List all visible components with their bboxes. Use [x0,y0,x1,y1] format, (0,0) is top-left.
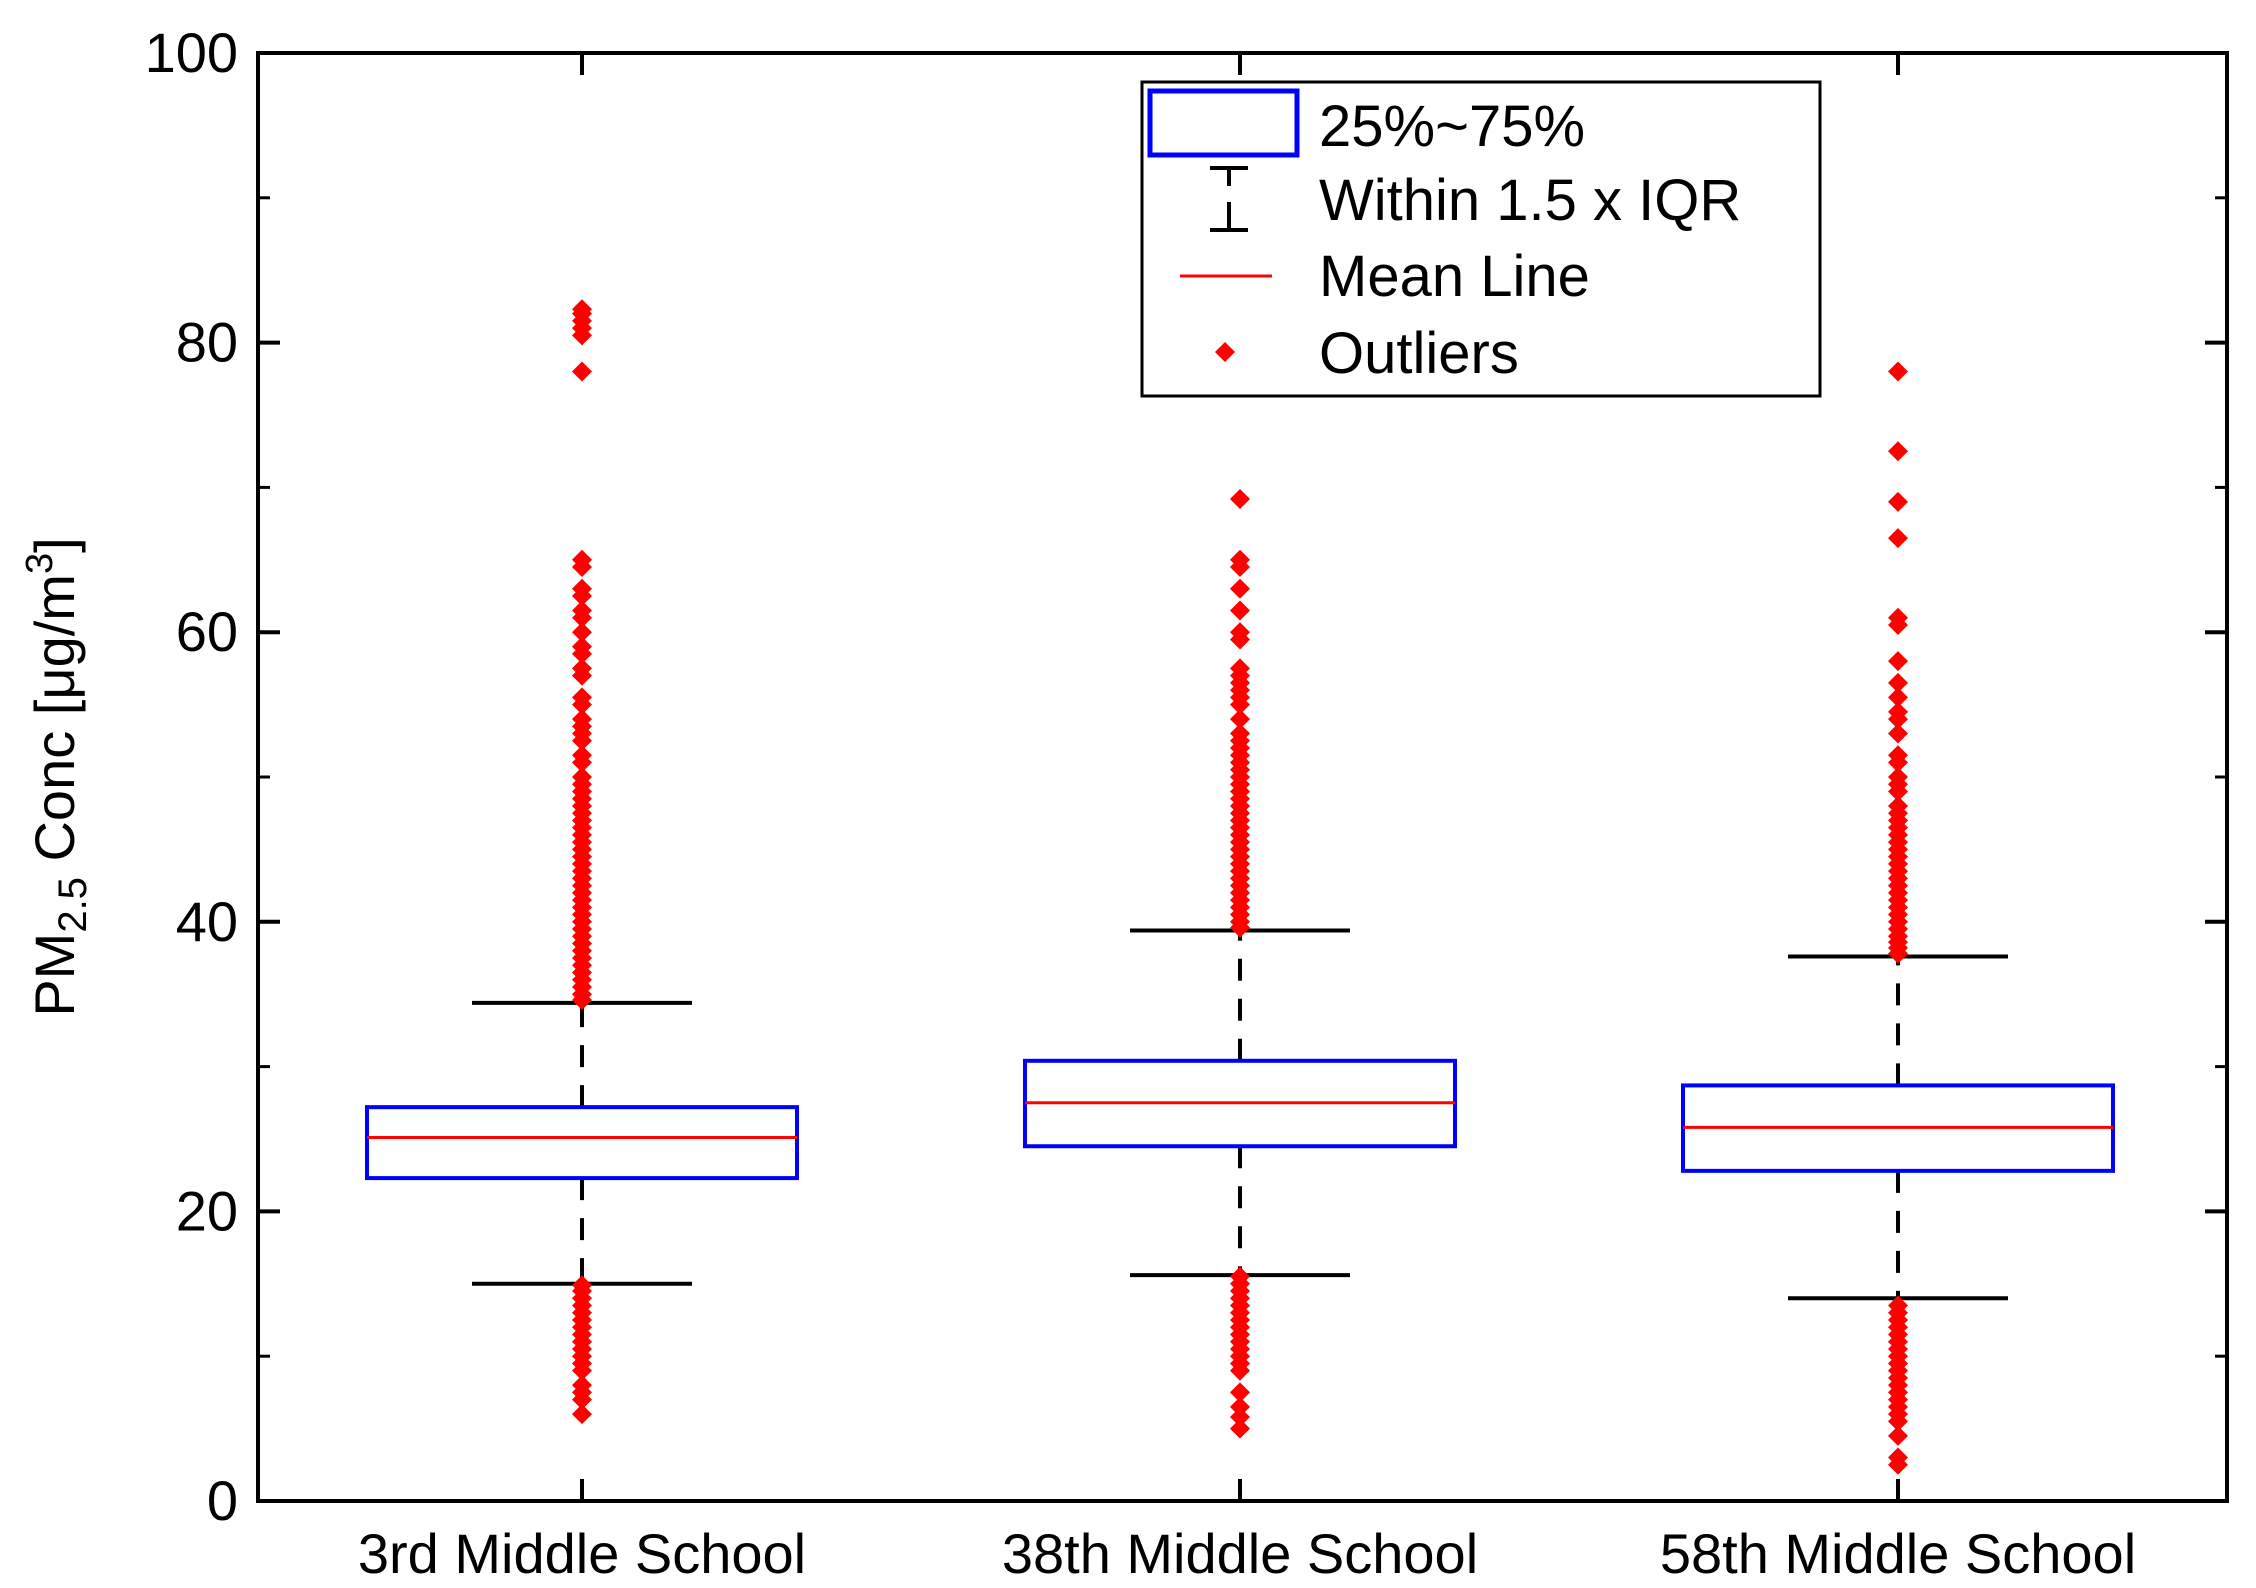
y-tick-label: 20 [176,1179,238,1242]
legend-box-swatch [1147,88,1300,158]
iqr-box [365,1105,799,1181]
plot-frame [256,51,2229,1503]
outlier-point [572,636,592,657]
outlier-point [1888,672,1908,693]
outlier-point [1888,745,1908,766]
x-tick-label: 58th Middle School [1660,1522,2136,1585]
outlier-point [1230,1396,1250,1417]
legend-outlier-label: Outliers [1319,321,1519,386]
outlier-point [1230,709,1250,730]
y-axis-title-subscript: 2.5 [51,877,95,933]
y-tick-label: 80 [176,311,238,374]
outlier-point [1888,1447,1908,1468]
outlier-point [572,1404,592,1425]
y-tick-label: 100 [145,21,238,84]
outlier-point [1888,723,1908,744]
outlier-point [1230,600,1250,621]
outlier-point [1888,701,1908,722]
x-tick-label: 38th Middle School [1002,1522,1478,1585]
outlier-point [1230,578,1250,599]
y-tick-label: 0 [207,1469,238,1532]
outlier-point [1888,528,1908,549]
outlier-point [572,549,592,570]
legend-whisker-label: Within 1.5 x IQR [1319,168,1741,233]
outlier-point [1230,622,1250,643]
outlier-point [1888,795,1908,816]
outlier-point [1230,1407,1250,1428]
x-tick-label: 3rd Middle School [358,1522,806,1585]
outlier-point [572,299,592,320]
legend-box-label: 25%~75% [1319,94,1585,159]
outlier-point [572,658,592,679]
legend-outlier-marker [1215,342,1235,362]
outlier-point [572,622,592,643]
outlier-point [572,600,592,621]
legend-frame [1140,80,1822,398]
tick-layer: 0 20 40 60 80 100 [145,21,2227,1532]
x-tick-labels: 3rd Middle School 38th Middle School 58th … [358,1522,2136,1585]
outlier-point [1888,687,1908,708]
outlier-point [572,1375,592,1396]
outlier-point [572,687,592,708]
outlier-point [1888,491,1908,512]
outlier-point [572,578,592,599]
box-layer [365,928,2115,1301]
outlier-point [1230,488,1250,509]
y-axis-title-end: ] [23,537,86,553]
outlier-point [1230,723,1250,744]
y-axis-title: PM2.5 Conc [μg/m3] [19,537,95,1016]
outlier-point [1888,651,1908,672]
outlier-point [1230,1418,1250,1439]
outlier-point [1230,1382,1250,1403]
outlier-point [572,767,592,787]
outlier-point [1888,607,1908,628]
outlier-layer [572,299,1908,1475]
legend-mean-label: Mean Line [1319,244,1590,309]
y-tick-label: 40 [176,890,238,953]
outlier-point [1230,658,1250,679]
outlier-point [572,1275,592,1296]
outlier-point [1888,1425,1908,1446]
y-axis-title-middle: Conc [μg/m [23,574,86,877]
outlier-point [1230,549,1250,570]
outlier-point [1888,1295,1908,1316]
outlier-point [1230,1266,1250,1287]
outlier-point [1888,767,1908,787]
outlier-point [572,745,592,766]
legend: 25%~75% Within 1.5 x IQR Mean Line Outli… [1140,80,1822,398]
outlier-point [572,361,592,382]
outlier-point [1888,361,1908,382]
outlier-point [1888,441,1908,462]
y-axis-title-superscript: 3 [19,553,61,574]
outlier-point [572,709,592,730]
y-tick-label: 60 [176,600,238,663]
